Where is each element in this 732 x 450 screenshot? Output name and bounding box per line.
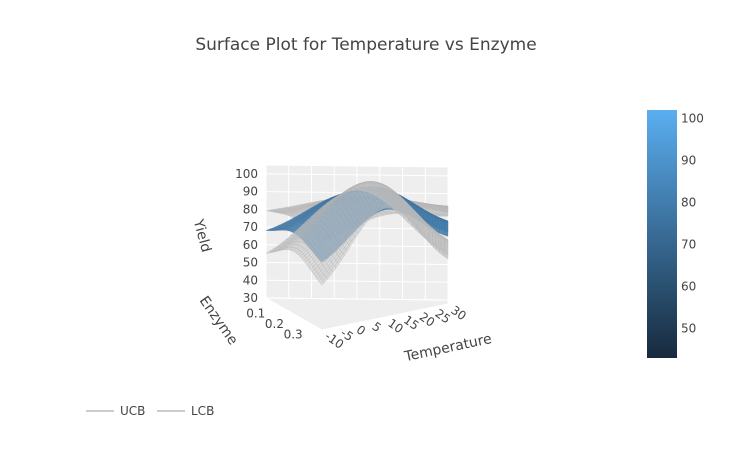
x-tick-label: 0 <box>354 322 368 338</box>
x-axis-title: Temperature <box>402 331 493 365</box>
y-tick-label: 0.1 <box>246 306 265 320</box>
y-tick-label: 0.3 <box>284 328 303 342</box>
z-tick-label: 90 <box>243 185 258 199</box>
z-tick-label: 50 <box>243 256 258 270</box>
legend: UCB LCB <box>86 404 214 418</box>
x-tick-label: 15 <box>401 313 422 333</box>
legend-ucb-label: UCB <box>120 404 145 418</box>
x-tick-label: 5 <box>370 319 384 335</box>
colorbar-tick-label: 70 <box>681 238 696 252</box>
colorbar-tick-label: 90 <box>681 153 696 167</box>
surface-patch <box>439 215 443 217</box>
z-tick-label: 60 <box>243 238 258 252</box>
surface-patch <box>442 215 446 217</box>
surface-patch <box>436 215 440 217</box>
x-tick-label: 10 <box>385 316 406 336</box>
colorbar <box>647 110 677 358</box>
lcb-surface <box>265 181 449 286</box>
chart-title: Surface Plot for Temperature vs Enzyme <box>195 35 536 55</box>
z-axis-title: Yield <box>190 217 214 254</box>
colorbar-tick-label: 100 <box>681 111 704 125</box>
x-tick-label: 25 <box>433 306 454 326</box>
surface-patch <box>445 234 449 237</box>
z-tick-label: 40 <box>243 273 258 287</box>
z-tick-label: 100 <box>235 167 258 181</box>
colorbar-tick-label: 80 <box>681 196 696 210</box>
surface-patch <box>445 255 449 260</box>
y-axis-title: Enzyme <box>196 293 241 348</box>
surface-patch <box>445 215 449 217</box>
colorbar-tick-label: 60 <box>681 280 696 294</box>
colorbar-ticks: 50 60 70 80 90 100 <box>681 111 704 335</box>
colorbar-tick-label: 50 <box>681 322 696 336</box>
z-tick-label: 80 <box>243 202 258 216</box>
x-tick-label: 30 <box>448 303 469 323</box>
y-tick-label: 0.2 <box>265 317 284 331</box>
legend-lcb-label: LCB <box>191 404 214 418</box>
x-tick-label: 20 <box>417 309 438 329</box>
z-tick-label: 30 <box>243 291 258 305</box>
z-tick-label: 70 <box>243 220 258 234</box>
